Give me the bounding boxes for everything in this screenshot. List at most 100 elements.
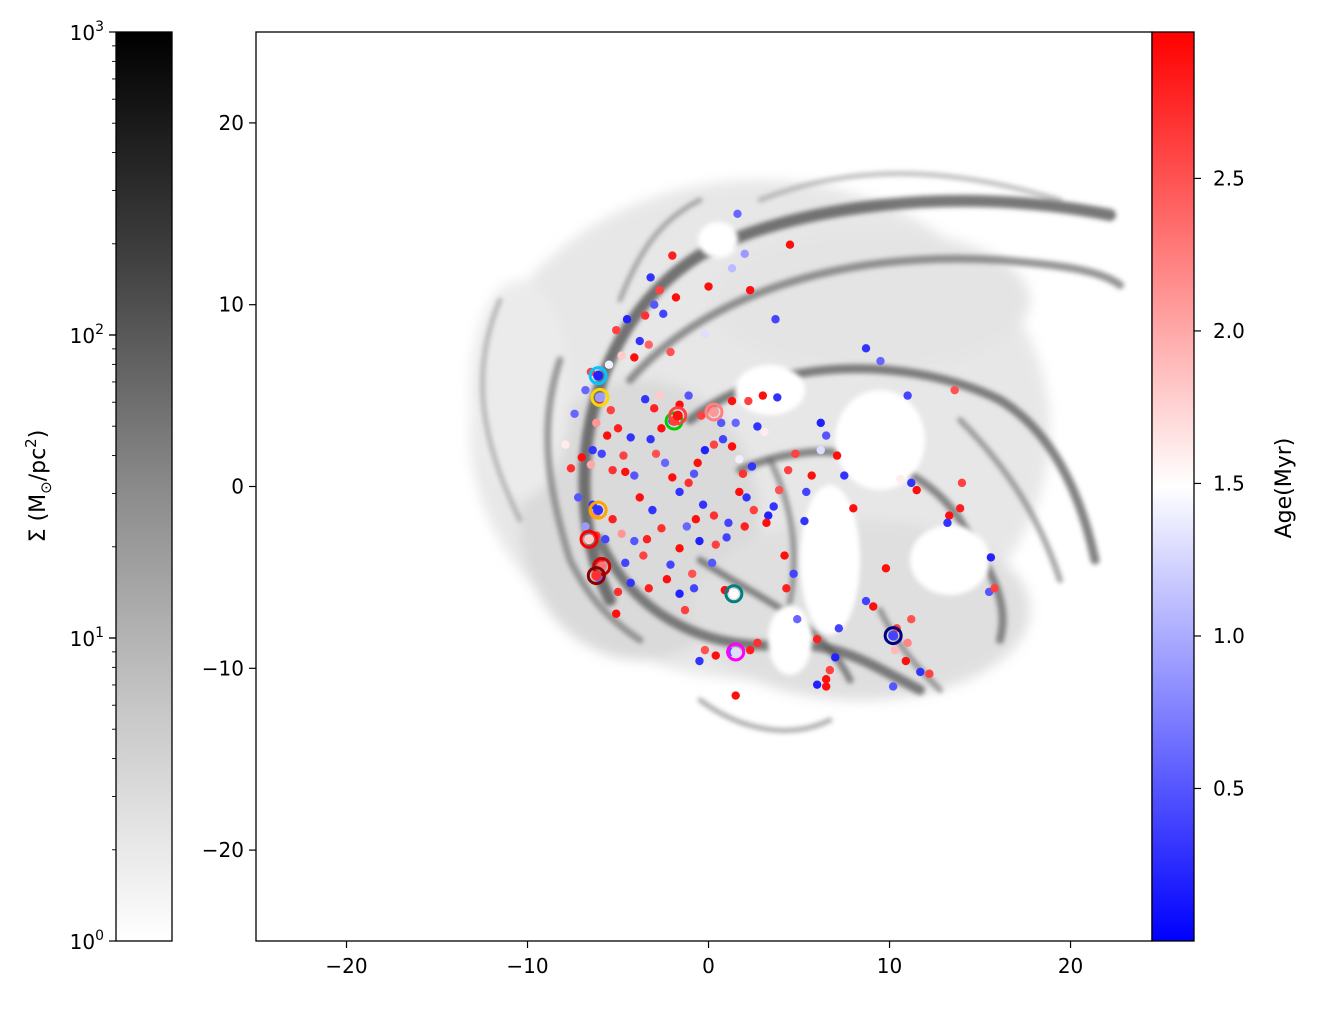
cluster-point [592,418,601,428]
cluster-point [793,615,802,624]
cluster-point [727,442,737,451]
cluster-point [566,464,576,473]
main-plot: −20 −10 0 10 20 −20 −10 0 10 20 [202,31,1153,978]
cluster-point [711,540,720,549]
x-tick-label: −10 [506,954,548,978]
cluster-point [561,440,570,449]
cluster-point [660,458,670,468]
highlight-ring [588,500,608,520]
gas-voids [698,222,990,675]
cluster-point [840,471,849,480]
cluster-point [709,440,719,449]
cluster-point [700,445,710,455]
density-tick-label-1000: 103 [70,19,104,45]
cluster-point [675,487,684,497]
cluster-point [570,409,579,418]
cluster-point [907,478,916,488]
cluster-point [869,602,878,611]
cluster-point [747,462,757,471]
cluster-point [738,469,748,478]
cluster-point [800,516,809,526]
cluster-point [711,651,720,660]
cluster-point [783,465,793,475]
cluster-point [704,282,713,291]
highlight-point [593,370,604,381]
cluster-point [613,424,623,433]
cluster-point [671,293,681,302]
cluster-point [740,249,749,258]
highlight-ring [588,366,608,386]
age-tick-label: 1.5 [1213,471,1245,495]
cluster-point [630,471,639,480]
cluster-point [812,680,822,689]
cluster-point [646,273,655,282]
highlight-point [593,505,604,516]
cluster-point [642,535,652,544]
cluster-point [753,638,762,648]
highlight-point [728,588,739,599]
cluster-point [619,451,628,460]
cluster-point [621,467,630,477]
cluster-point [780,551,789,560]
cluster-point [655,285,664,295]
highlight-ring [726,642,746,662]
cluster-point [722,533,731,542]
cluster-point [957,478,967,488]
cluster-point [613,587,623,597]
cluster-point [785,240,795,249]
highlight-point [594,392,605,403]
y-tick-label: 10 [219,293,244,317]
cluster-point [684,478,693,488]
cluster-point [700,329,710,338]
age-colorbar-gradient [1151,31,1195,942]
cluster-point [825,665,835,675]
cluster-point [635,336,644,346]
highlight-point [730,646,741,657]
cluster-point [834,624,844,633]
cluster-point [608,515,617,524]
cluster-point [644,584,653,593]
cluster-point [731,418,740,428]
cluster-point [644,340,653,349]
cluster-point [727,264,737,273]
cluster-point [695,656,704,666]
cluster-point [764,511,773,520]
cluster-point [903,391,912,400]
cluster-point [604,360,614,369]
cluster-point [622,315,632,324]
cluster-point [727,396,737,406]
cluster-point [955,504,965,513]
cluster-point [639,551,648,560]
cluster-point [791,449,800,458]
cluster-point [916,667,925,677]
density-colorbar: 103 102 101 100 Σ (M⊙/pc2) [22,19,173,954]
cluster-point [901,656,911,666]
age-colorbar-label: Age(Myr) [1272,438,1297,539]
cluster-point [698,500,708,509]
cluster-point [666,347,675,357]
cluster-point [861,344,871,353]
cluster-point [709,511,719,520]
highlight-ring [883,626,903,646]
cluster-point [601,535,610,544]
cluster-point [630,353,639,362]
cluster-point [749,505,758,515]
highlight-ring [724,584,744,604]
cluster-point [688,569,697,578]
cluster-point [731,691,740,700]
cluster-point [626,433,635,442]
cluster-point [890,645,900,655]
cluster-point [597,449,606,458]
y-tick-label: −20 [202,838,244,862]
cluster-point [816,445,825,455]
cluster-point [612,609,621,618]
cluster-point [771,315,780,324]
cluster-point [668,473,677,482]
cluster-point [769,502,778,511]
cluster-point [606,405,615,415]
cluster-point [950,385,959,395]
cluster-point [659,309,668,318]
cluster-point [735,487,744,497]
cluster-point [682,522,692,531]
cluster-markers [561,209,999,700]
